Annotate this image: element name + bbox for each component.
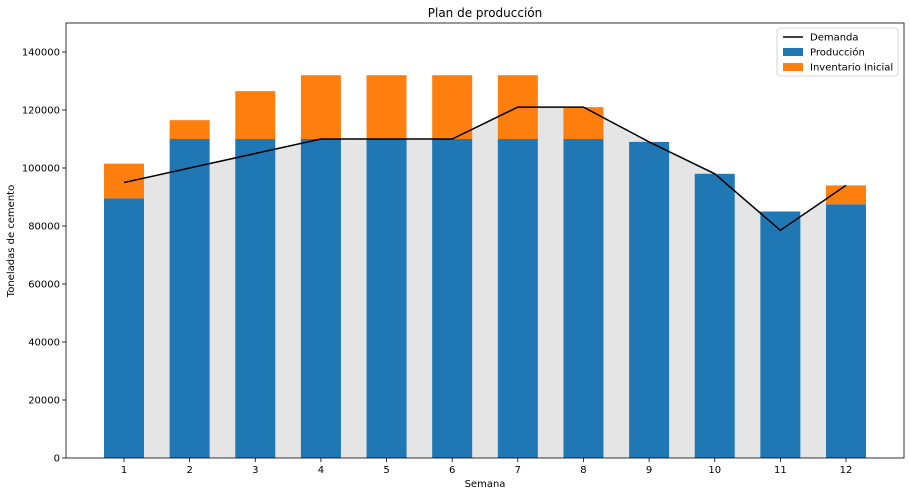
plot-area: 0 20000 40000 60000 80000 100000 120000 140000 1… [22,22,905,476]
legend-label: Inventario Inicial [810,63,893,74]
y-tick-label: 0 [54,454,60,465]
bar-produccion [497,139,538,458]
y-tick-label: 120000 [22,106,60,117]
legend-label: Producción [810,47,865,59]
x-tick-label: 4 [318,465,324,476]
bar-inventario-inicial [300,75,341,139]
bar-produccion [760,211,801,458]
demand-line [123,106,847,232]
x-tick-label: 8 [580,465,586,476]
plot-frame [65,22,905,459]
x-tick-label: 1 [121,465,127,476]
bar-produccion [300,139,341,458]
chart-title: Plan de producción [428,6,543,20]
demand-area-fill [124,107,846,458]
bar-produccion [366,139,407,458]
y-tick-label: 100000 [22,164,60,175]
y-tick-label: 20000 [28,396,60,407]
x-tick-label: 12 [840,465,853,476]
y-axis-label: Toneladas de cemento [6,185,17,298]
bar-produccion [235,139,276,458]
x-tick-label: 10 [708,465,721,476]
bar-produccion [629,141,670,458]
legend-label: Demanda [810,33,859,44]
x-tick-label: 3 [252,465,258,476]
x-tick-label: 11 [774,465,787,476]
x-tick-label: 2 [186,465,192,476]
bar-inventario-inicial [432,75,473,139]
bar-inventario-inicial [563,107,604,139]
bar-produccion [826,204,866,458]
bar-inventario-inicial [104,163,144,199]
bar-inventario-inicial [235,91,276,139]
y-tick-label: 140000 [22,48,60,59]
x-tick-label: 7 [515,465,521,476]
bar-inventario-inicial [366,75,407,139]
bar-produccion [169,139,210,458]
x-tick-label: 9 [646,465,652,476]
x-tick-label: 5 [383,465,389,476]
x-tick-label: 6 [449,465,455,476]
legend: Demanda Producción Inventario Inicial [776,27,899,77]
legend-box [776,27,899,77]
bar-inventario-inicial [826,185,866,205]
bar-produccion [104,198,144,458]
bar-inventario-inicial [169,120,210,139]
bar-produccion [563,139,604,458]
bar-produccion [694,173,735,459]
legend-swatch [783,48,803,56]
bar-produccion [432,139,473,458]
y-tick-label: 60000 [28,280,60,291]
legend-swatch [783,63,803,71]
y-tick-label: 40000 [28,338,60,349]
y-tick-label: 80000 [28,222,60,233]
x-axis-label: Semana [465,479,506,490]
